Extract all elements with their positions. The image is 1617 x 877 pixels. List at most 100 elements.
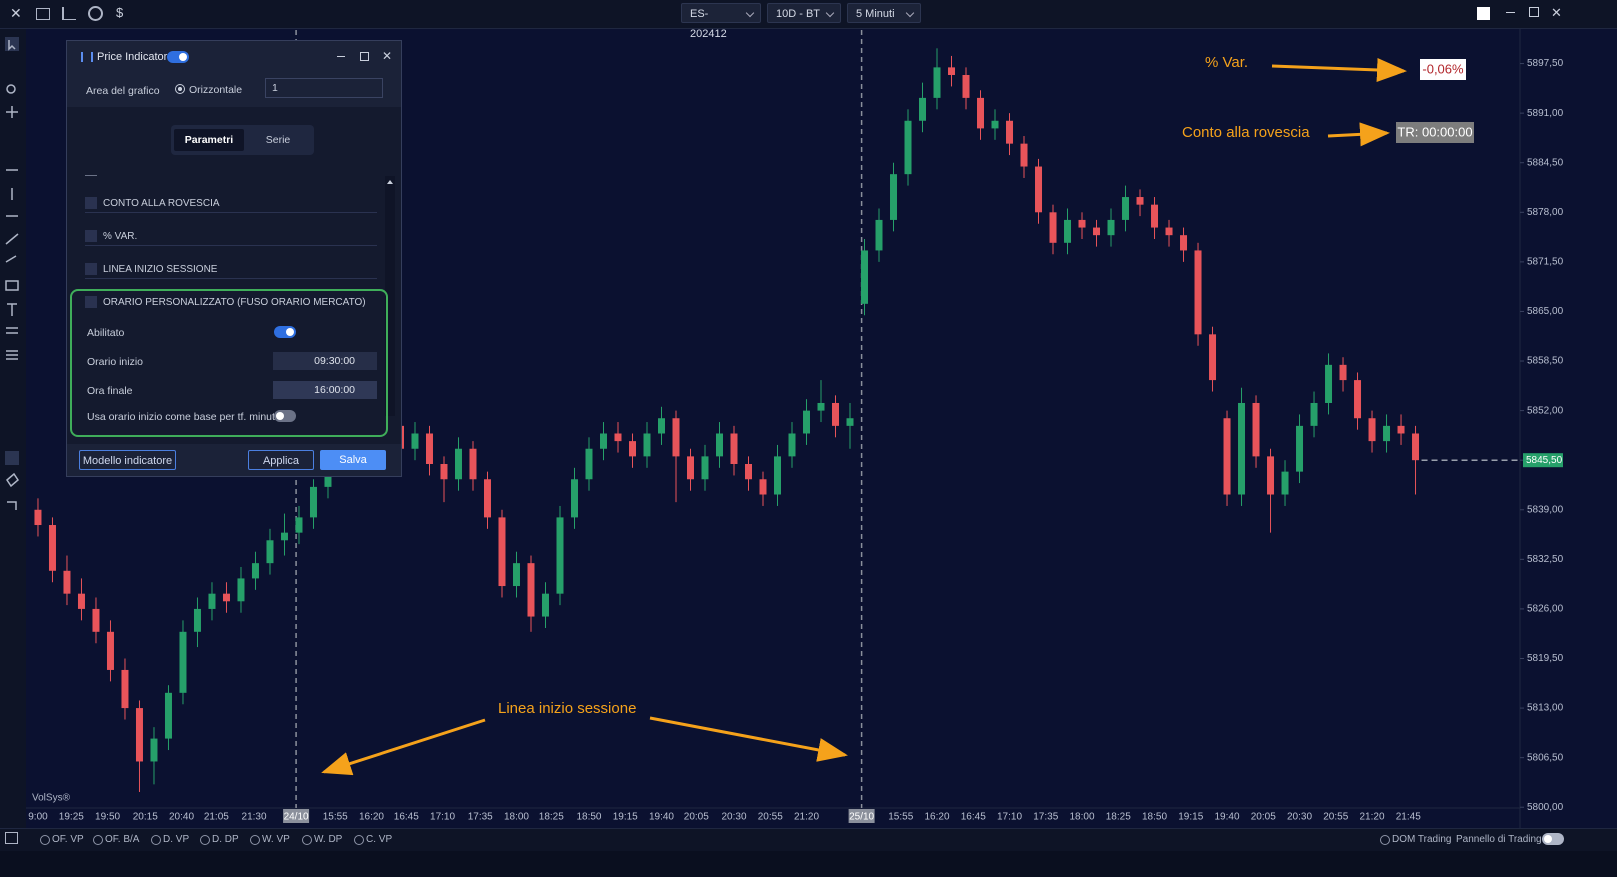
section-title: LINEA INIZIO SESSIONE xyxy=(103,264,218,275)
y-tick-label: 5871,50 xyxy=(1527,257,1564,268)
candle-body xyxy=(1368,418,1376,442)
section-title: ORARIO PERSONALIZZATO (FUSO ORARIO MERCA… xyxy=(103,297,366,308)
candle-body xyxy=(280,532,288,541)
candle-body xyxy=(498,517,506,587)
y-tick-label: 5884,50 xyxy=(1527,157,1564,168)
bottom-icon[interactable] xyxy=(5,832,18,844)
time-input[interactable]: 09:30:00 xyxy=(273,352,377,370)
close-icon[interactable]: ✕ xyxy=(10,5,22,21)
currency-icon[interactable]: $ xyxy=(116,5,124,20)
timeframe-select[interactable]: 5 Minuti xyxy=(847,3,921,23)
panel-footer: Modello indicatore Applica Salva xyxy=(67,444,401,476)
candle-body xyxy=(832,402,840,426)
candle-body xyxy=(135,708,143,762)
x-tick-label: 15:55 xyxy=(888,812,913,823)
study-toggle[interactable]: D. VP xyxy=(151,834,189,845)
candle-body xyxy=(657,418,665,434)
candle-body xyxy=(1122,197,1130,220)
x-tick-label: 19:40 xyxy=(1215,812,1240,823)
apply-button[interactable]: Applica xyxy=(248,450,314,470)
candle-body xyxy=(1078,219,1086,228)
field-label: Ora finale xyxy=(87,385,133,397)
candle-body xyxy=(1339,364,1347,381)
toggle[interactable] xyxy=(274,326,296,338)
study-toggle[interactable]: W. DP xyxy=(302,834,342,845)
candle-body xyxy=(803,410,811,434)
window-icon[interactable] xyxy=(1477,7,1490,20)
candle-body xyxy=(483,479,491,518)
trading-panel: Pannello di Trading xyxy=(1456,834,1542,845)
panel-close[interactable]: ✕ xyxy=(382,49,393,63)
trading-toggle[interactable] xyxy=(1542,833,1564,845)
restore[interactable] xyxy=(1529,7,1539,17)
template-button[interactable]: Modello indicatore xyxy=(79,450,176,470)
x-tick-label: 15:55 xyxy=(323,812,348,823)
candle-body xyxy=(991,120,999,129)
x-tick-label: 21:45 xyxy=(1396,812,1421,823)
candle-body xyxy=(875,219,883,251)
area-select[interactable]: 1 xyxy=(265,78,383,98)
candle-body xyxy=(817,402,825,411)
x-tick-label: 21:20 xyxy=(794,812,819,823)
section[interactable]: LINEA INIZIO SESSIONE xyxy=(85,263,377,279)
y-tick-label: 5806,50 xyxy=(1527,752,1564,763)
candle-body xyxy=(1281,471,1289,495)
candle-body xyxy=(34,509,42,526)
section[interactable]: % VAR. xyxy=(85,230,377,246)
close-window[interactable]: ✕ xyxy=(1551,5,1562,20)
candle-body xyxy=(933,67,941,98)
candle-body xyxy=(150,738,158,762)
candle-body xyxy=(948,67,956,76)
candle-body xyxy=(599,433,607,449)
watermark: VolSys® xyxy=(32,793,71,804)
settings-icon[interactable] xyxy=(88,6,103,21)
candle-body xyxy=(1412,433,1420,461)
toggle[interactable] xyxy=(274,410,296,422)
candle-body xyxy=(962,75,970,98)
indicator-panel: Price Indicator ✕ Area del grafico Orizz… xyxy=(66,40,402,477)
save-button[interactable]: Salva xyxy=(320,450,386,470)
section[interactable]: ORARIO PERSONALIZZATO (FUSO ORARIO MERCA… xyxy=(85,296,377,312)
study-toggle[interactable]: C. VP xyxy=(354,834,392,845)
x-tick-label: 20:55 xyxy=(1323,812,1348,823)
radio[interactable] xyxy=(175,84,185,94)
session-label-bg xyxy=(848,809,875,823)
chart-icon[interactable] xyxy=(62,7,76,20)
dom-trading[interactable]: DOM Trading xyxy=(1380,834,1451,845)
scrollbar[interactable] xyxy=(385,176,395,416)
section[interactable]: CONTO ALLA ROVESCIA xyxy=(85,197,377,213)
tab[interactable]: Parametri xyxy=(174,129,244,151)
candle-body xyxy=(556,517,564,594)
candle-body xyxy=(237,578,245,602)
study-toggle[interactable]: D. DP xyxy=(200,834,239,845)
tab[interactable]: Serie xyxy=(265,134,291,146)
study-toggle[interactable]: OF. VP xyxy=(40,834,84,845)
study-toggle[interactable]: W. VP xyxy=(250,834,290,845)
range-select[interactable]: 10D - BT xyxy=(767,3,841,23)
x-tick-label: 18:50 xyxy=(576,812,601,823)
panel-title: Price Indicator xyxy=(97,51,168,63)
study-toggle[interactable]: OF. B/A xyxy=(93,834,139,845)
panel-toggle[interactable] xyxy=(167,51,189,63)
annotation-arrow xyxy=(321,718,486,776)
var-value: -0,06% xyxy=(1422,61,1464,76)
x-tick-label: 16:45 xyxy=(394,812,419,823)
panel-maximize[interactable] xyxy=(360,52,369,61)
session-label-bg xyxy=(283,809,310,823)
panel-minimize[interactable] xyxy=(337,56,345,57)
symbol-select[interactable]: ES-202412 xyxy=(681,3,761,40)
candle-body xyxy=(77,593,85,609)
x-tick-label: 16:20 xyxy=(359,812,384,823)
layout-icon[interactable] xyxy=(36,8,50,20)
candle-body xyxy=(411,433,419,449)
x-tick-label: 21:20 xyxy=(1360,812,1385,823)
section-title: CONTO ALLA ROVESCIA xyxy=(103,198,220,209)
y-tick-label: 5826,00 xyxy=(1527,604,1564,615)
var-box xyxy=(1420,59,1466,80)
x-tick-label: 19:15 xyxy=(613,812,638,823)
minimize[interactable] xyxy=(1506,12,1515,13)
time-input[interactable]: 16:00:00 xyxy=(273,381,377,399)
y-tick-label: 5891,00 xyxy=(1527,108,1564,119)
candle-body xyxy=(512,563,520,587)
y-tick-label: 5897,50 xyxy=(1527,58,1564,69)
